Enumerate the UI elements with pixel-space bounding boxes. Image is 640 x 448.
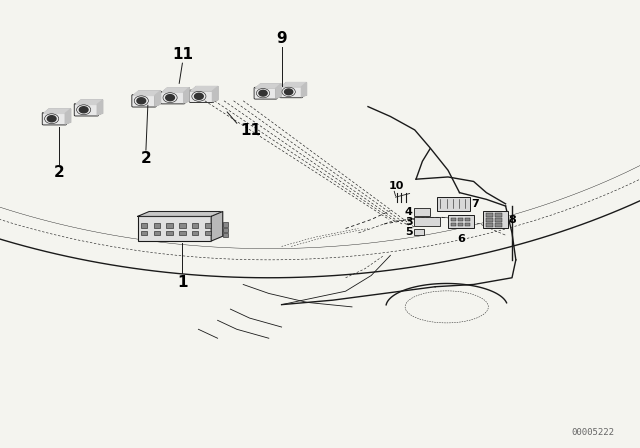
Circle shape <box>79 107 88 113</box>
Polygon shape <box>191 86 218 91</box>
Polygon shape <box>281 82 307 87</box>
Text: 2: 2 <box>54 165 64 180</box>
Polygon shape <box>211 211 223 241</box>
Circle shape <box>166 95 175 101</box>
Polygon shape <box>184 88 189 103</box>
FancyBboxPatch shape <box>437 197 470 211</box>
FancyBboxPatch shape <box>465 218 470 221</box>
Polygon shape <box>138 211 223 216</box>
Text: 3: 3 <box>405 217 413 227</box>
FancyBboxPatch shape <box>161 91 185 104</box>
Polygon shape <box>44 109 71 113</box>
FancyBboxPatch shape <box>179 223 186 228</box>
Text: 4: 4 <box>405 207 413 217</box>
FancyBboxPatch shape <box>154 223 160 228</box>
Text: 11: 11 <box>240 123 261 138</box>
Circle shape <box>285 89 292 95</box>
FancyBboxPatch shape <box>486 223 493 227</box>
FancyBboxPatch shape <box>154 231 160 235</box>
FancyBboxPatch shape <box>141 223 147 228</box>
FancyBboxPatch shape <box>483 211 508 228</box>
Text: 2: 2 <box>141 151 151 166</box>
Polygon shape <box>162 88 189 92</box>
Polygon shape <box>212 86 218 102</box>
FancyBboxPatch shape <box>205 223 211 228</box>
FancyBboxPatch shape <box>192 223 198 228</box>
FancyBboxPatch shape <box>138 216 211 241</box>
Text: 11: 11 <box>172 47 193 62</box>
Polygon shape <box>133 91 160 95</box>
Text: 5: 5 <box>405 227 413 237</box>
Polygon shape <box>155 91 160 106</box>
Circle shape <box>259 90 267 96</box>
FancyBboxPatch shape <box>486 218 493 222</box>
Text: 7: 7 <box>472 199 479 209</box>
FancyBboxPatch shape <box>414 217 440 226</box>
Polygon shape <box>97 100 103 115</box>
Circle shape <box>137 98 146 104</box>
FancyBboxPatch shape <box>132 95 156 107</box>
FancyBboxPatch shape <box>458 218 463 221</box>
Polygon shape <box>301 82 307 97</box>
FancyBboxPatch shape <box>448 215 474 228</box>
Polygon shape <box>255 84 281 88</box>
Text: 9: 9 <box>276 31 287 46</box>
FancyBboxPatch shape <box>141 231 147 235</box>
Text: 6: 6 <box>457 234 465 244</box>
FancyBboxPatch shape <box>414 229 424 235</box>
FancyBboxPatch shape <box>254 87 277 99</box>
FancyBboxPatch shape <box>458 223 463 226</box>
Polygon shape <box>276 84 281 98</box>
Text: 00005222: 00005222 <box>572 428 614 437</box>
FancyBboxPatch shape <box>42 112 67 125</box>
Text: 1: 1 <box>177 275 188 289</box>
FancyBboxPatch shape <box>166 223 173 228</box>
FancyBboxPatch shape <box>451 223 456 226</box>
FancyBboxPatch shape <box>189 90 214 103</box>
FancyBboxPatch shape <box>451 218 456 221</box>
FancyBboxPatch shape <box>495 218 502 222</box>
FancyBboxPatch shape <box>465 223 470 226</box>
Circle shape <box>195 93 204 99</box>
FancyBboxPatch shape <box>74 103 99 116</box>
FancyBboxPatch shape <box>486 213 493 217</box>
FancyBboxPatch shape <box>223 233 228 237</box>
Text: 10: 10 <box>389 181 404 191</box>
FancyBboxPatch shape <box>192 231 198 235</box>
FancyBboxPatch shape <box>179 231 186 235</box>
FancyBboxPatch shape <box>166 231 173 235</box>
FancyBboxPatch shape <box>223 228 228 232</box>
FancyBboxPatch shape <box>280 86 303 98</box>
Text: 8: 8 <box>509 215 516 224</box>
FancyBboxPatch shape <box>495 213 502 217</box>
FancyBboxPatch shape <box>495 223 502 227</box>
Circle shape <box>47 116 56 122</box>
FancyBboxPatch shape <box>205 231 211 235</box>
Polygon shape <box>65 109 71 124</box>
FancyBboxPatch shape <box>223 222 228 227</box>
Polygon shape <box>76 100 103 104</box>
FancyBboxPatch shape <box>414 208 430 216</box>
